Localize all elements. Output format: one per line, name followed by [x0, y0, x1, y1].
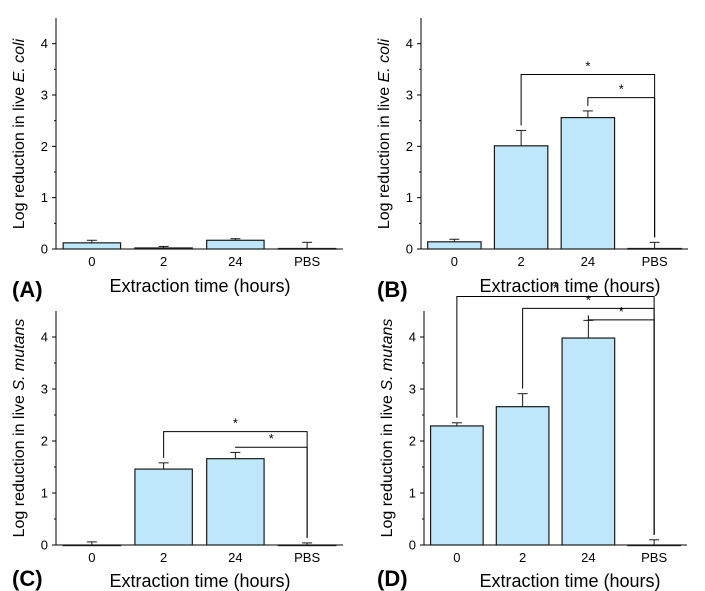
x-tick-label: 0 [451, 254, 458, 269]
y-tick-label: 1 [406, 190, 413, 205]
y-axis-title-species: E. coli [11, 38, 28, 82]
y-tick-label: 3 [41, 88, 48, 103]
bar [493, 145, 549, 250]
x-tick-label: 24 [228, 254, 242, 269]
y-tick-label: 3 [41, 382, 48, 397]
bar [206, 458, 265, 546]
bar [134, 468, 193, 546]
significance-star: * [585, 58, 590, 73]
y-tick-label: 4 [41, 36, 48, 51]
bar [277, 544, 337, 547]
bar [429, 425, 484, 546]
y-tick-label: 1 [41, 486, 48, 501]
y-axis-title-species: S. mutans [379, 319, 396, 391]
y-tick-label: 2 [41, 434, 48, 449]
y-tick-label: 3 [406, 88, 413, 103]
chart-panel-c: 0 1 2 3 4 0 2 24 PBS * * Extraction time (hours) (C)… [11, 311, 343, 591]
x-tick-label: 2 [518, 254, 525, 269]
bar [134, 247, 193, 250]
y-axis-title-species: E. coli [376, 38, 393, 82]
significance-star: * [619, 304, 624, 319]
significance-bracket [587, 97, 656, 238]
y-axis-title: Log reduction in live S. mutans [11, 319, 28, 538]
y-tick-label: 0 [406, 242, 413, 257]
x-axis-title: Extraction time (hours) [109, 571, 290, 591]
bar [62, 544, 122, 547]
y-axis-title: Log reduction in live E. coli [11, 38, 28, 229]
x-axis-title: Extraction time (hours) [479, 571, 660, 591]
x-tick-label: 0 [88, 550, 95, 565]
significance-star: * [553, 280, 558, 295]
y-axis-title-prefix: Log reduction in live [11, 82, 28, 229]
y-tick-label: 1 [41, 190, 48, 205]
y-tick-label: 4 [41, 330, 48, 345]
chart-panel-a: 0 1 2 3 4 0 2 24 PBS Extraction time (hours) (A) Lo… [11, 18, 343, 302]
y-tick-label: 1 [409, 486, 416, 501]
x-axis-title: Extraction time (hours) [479, 276, 660, 296]
x-tick-label: 24 [228, 550, 242, 565]
significance-bracket [234, 446, 308, 538]
y-tick-label: 0 [41, 242, 48, 257]
y-axis-title: Log reduction in live S. mutans [379, 319, 396, 538]
x-tick-label: 2 [519, 550, 526, 565]
y-tick-label: 0 [409, 538, 416, 553]
bar [560, 116, 616, 250]
panel-label: (C) [12, 566, 43, 591]
x-tick-label: 2 [160, 550, 167, 565]
y-axis-title: Log reduction in live E. coli [376, 38, 393, 229]
bar [495, 406, 550, 546]
bar [427, 241, 482, 250]
panel-label: (B) [377, 277, 408, 302]
significance-star: * [586, 292, 591, 307]
x-tick-label: 24 [581, 550, 595, 565]
x-tick-label: PBS [642, 254, 668, 269]
bar [206, 239, 265, 250]
x-tick-label: 2 [160, 254, 167, 269]
x-tick-label: PBS [294, 550, 320, 565]
bar [561, 337, 616, 546]
y-tick-label: 2 [406, 139, 413, 154]
panel-label: (A) [12, 277, 43, 302]
y-tick-label: 0 [41, 538, 48, 553]
y-axis-title-prefix: Log reduction in live [376, 82, 393, 229]
y-tick-label: 2 [409, 434, 416, 449]
bar [627, 544, 682, 547]
x-tick-label: 24 [581, 254, 595, 269]
bar [277, 247, 337, 250]
significance-star: * [269, 431, 274, 446]
significance-star: * [619, 82, 624, 97]
bar [62, 242, 122, 250]
x-tick-label: PBS [294, 254, 320, 269]
y-axis-title-prefix: Log reduction in live [379, 391, 396, 538]
y-axis-title-prefix: Log reduction in live [11, 391, 28, 538]
x-tick-label: PBS [641, 550, 667, 565]
x-tick-label: 0 [88, 254, 95, 269]
x-tick-label: 0 [453, 550, 460, 565]
significance-bracket [587, 315, 655, 535]
x-axis-title: Extraction time (hours) [109, 276, 290, 296]
significance-star: * [233, 416, 238, 431]
bar [627, 247, 682, 250]
y-axis-title-species: S. mutans [11, 319, 28, 391]
chart-panel-d: 0 1 2 3 4 0 2 24 PBS * * * Extraction time (hours) (D… [377, 280, 687, 591]
panel-label: (D) [377, 566, 408, 591]
y-tick-label: 2 [41, 139, 48, 154]
y-tick-label: 4 [409, 330, 416, 345]
y-tick-label: 4 [406, 36, 413, 51]
y-tick-label: 3 [409, 382, 416, 397]
